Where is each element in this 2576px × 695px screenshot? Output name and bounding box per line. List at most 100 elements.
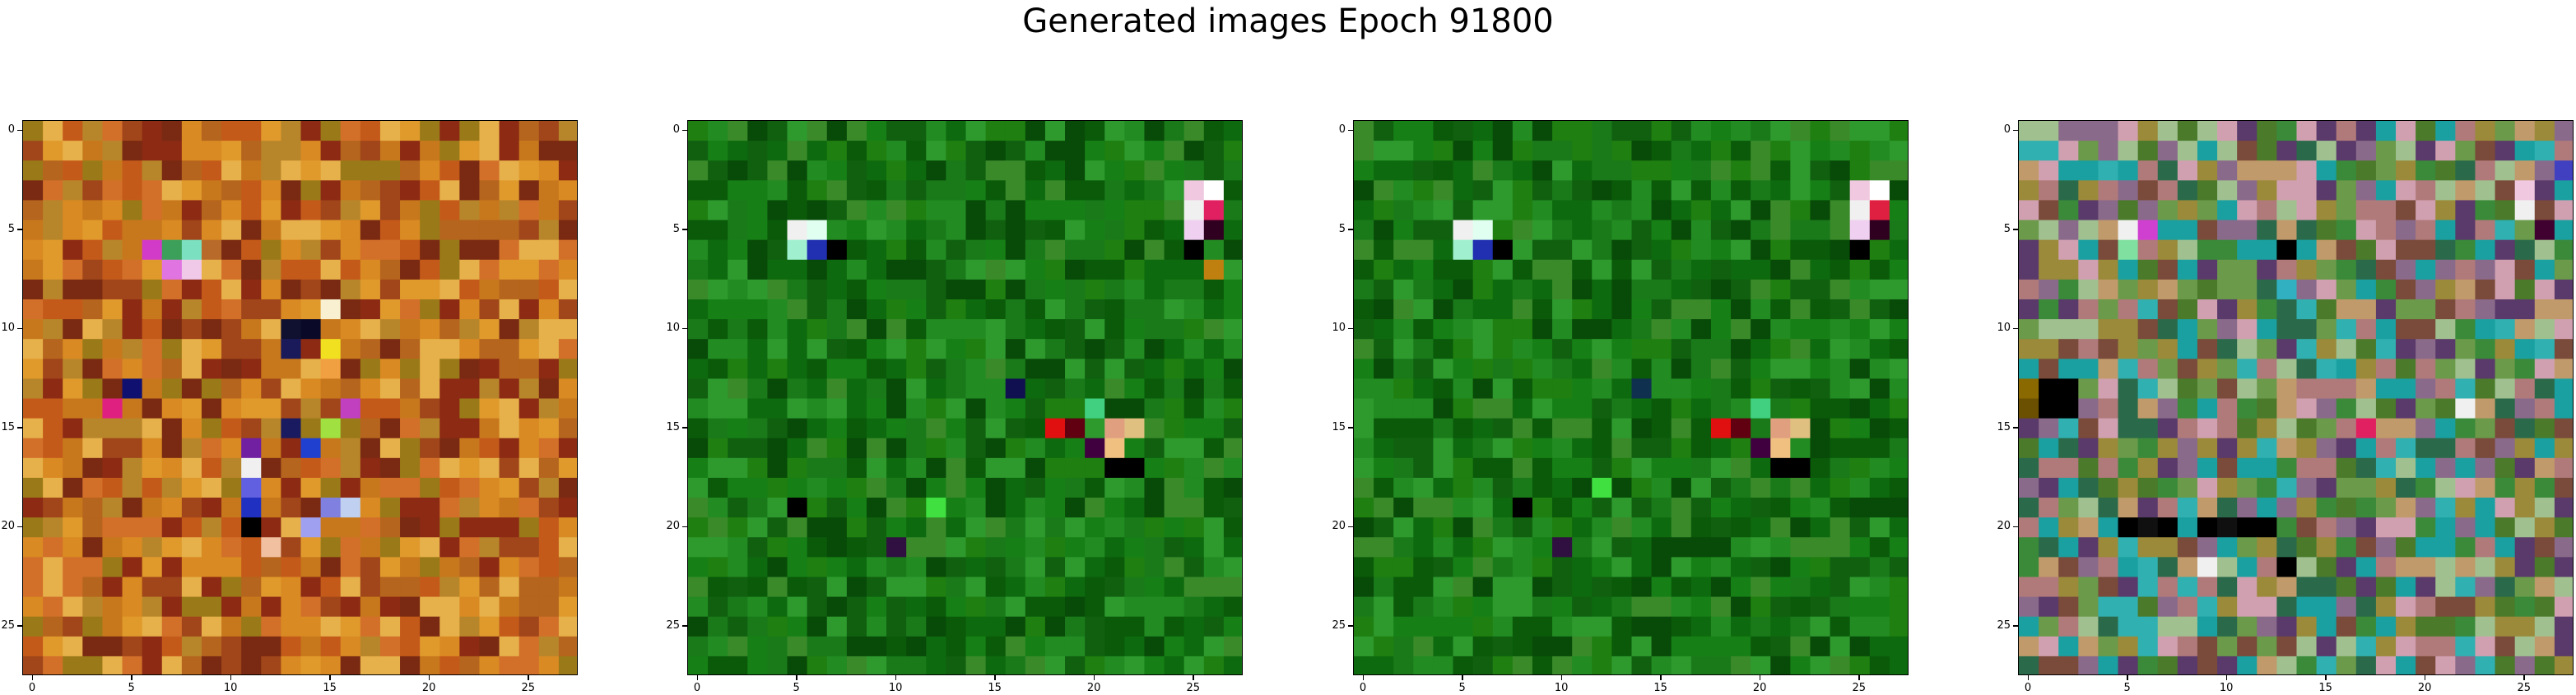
pixel-cell [2098,457,2119,479]
pixel-cell [1124,656,1146,674]
pixel-cell [439,398,460,419]
pixel-cell [2375,141,2397,161]
pixel-cell [459,180,481,202]
pixel-cell [1144,339,1165,359]
pixel-cell [2078,220,2099,241]
pixel-cell [1552,359,1573,379]
pixel-cell [201,279,222,300]
pixel-cell [2237,279,2257,300]
pixel-cell [340,418,361,439]
pixel-cell [906,477,927,498]
pixel-cell [2475,656,2496,674]
pixel-cell [985,438,1007,459]
pixel-cell [201,121,222,141]
pixel-cell [826,319,848,340]
pixel-cell [1512,596,1533,618]
pixel-cell [479,279,500,300]
pixel-cell [2177,160,2198,181]
pixel-cell [122,398,143,419]
pixel-cell [886,537,907,558]
pixel-cell [2078,200,2099,221]
pixel-cell [1690,457,1712,479]
pixel-cell [2078,577,2099,598]
pixel-cell [1671,438,1692,459]
pixel-cell [1183,477,1205,498]
pixel-cell [2316,121,2337,141]
pixel-cell [2197,438,2218,459]
pixel-cell [2177,180,2198,202]
pixel-cell [2514,477,2536,498]
pixel-cell [985,517,1007,538]
pixel-cell [2019,220,2039,241]
pixel-cell [1512,418,1533,439]
pixel-cell [1830,636,1851,657]
pixel-cell [1889,378,1908,400]
pixel-cell [1552,279,1573,300]
pixel-cell [1631,616,1653,637]
pixel-cell [499,279,520,300]
pixel-cell [1203,398,1225,419]
pixel-cell [2316,378,2337,400]
pixel-cell [320,477,342,498]
pixel-cell [1770,656,1791,674]
pixel-cell [2435,418,2456,439]
pixel-cell [181,517,202,538]
image-panel-4 [2018,120,2574,675]
pixel-cell [886,220,907,241]
pixel-cell [1592,319,1612,340]
x-tick [1462,675,1463,680]
pixel-cell [2257,636,2277,657]
pixel-cell [787,141,808,161]
pixel-cell [2197,378,2218,400]
pixel-cell [1710,160,1732,181]
pixel-cell [261,239,281,261]
pixel-cell [886,378,907,400]
pixel-cell [300,477,322,498]
pixel-cell [846,438,867,459]
pixel-cell [2118,457,2139,479]
pixel-cell [102,457,123,479]
pixel-cell [379,438,401,459]
pixel-cell [1354,537,1374,558]
pixel-cell [1572,200,1593,221]
pixel-cell [2455,319,2476,340]
pixel-cell [43,279,63,300]
pixel-cell [2217,339,2238,359]
y-tick-label: 0 [7,123,15,137]
pixel-cell [2435,359,2456,379]
pixel-cell [2098,200,2119,221]
pixel-cell [1025,616,1046,637]
pixel-cell [1104,537,1125,558]
pixel-cell [1889,279,1908,300]
pixel-cell [479,537,500,558]
x-tick [895,675,897,680]
pixel-cell [2375,557,2397,578]
pixel-cell [1492,636,1514,657]
pixel-cell [2098,477,2119,498]
pixel-cell [2435,596,2456,618]
pixel-cell [360,577,381,598]
pixel-cell [2197,517,2218,538]
pixel-cell [1651,418,1672,439]
pixel-cell [43,259,63,280]
pixel-cell [1203,438,1225,459]
pixel-cell [518,359,540,379]
pixel-cell [2019,259,2039,280]
pixel-cell [1690,418,1712,439]
pixel-cell [142,239,163,261]
pixel-cell [1374,398,1394,419]
pixel-cell [558,537,577,558]
pixel-cell [1731,279,1751,300]
pixel-cell [1889,537,1908,558]
pixel-cell [688,160,709,181]
pixel-cell [1552,656,1573,674]
pixel-cell [1770,418,1791,439]
pixel-cell [420,220,440,241]
pixel-cell [102,636,123,657]
pixel-cell [1164,398,1185,419]
pixel-cell [479,398,500,419]
pixel-cell [102,418,123,439]
pixel-cell [1671,141,1692,161]
pixel-cell [2058,498,2079,518]
pixel-cell [1374,577,1394,598]
